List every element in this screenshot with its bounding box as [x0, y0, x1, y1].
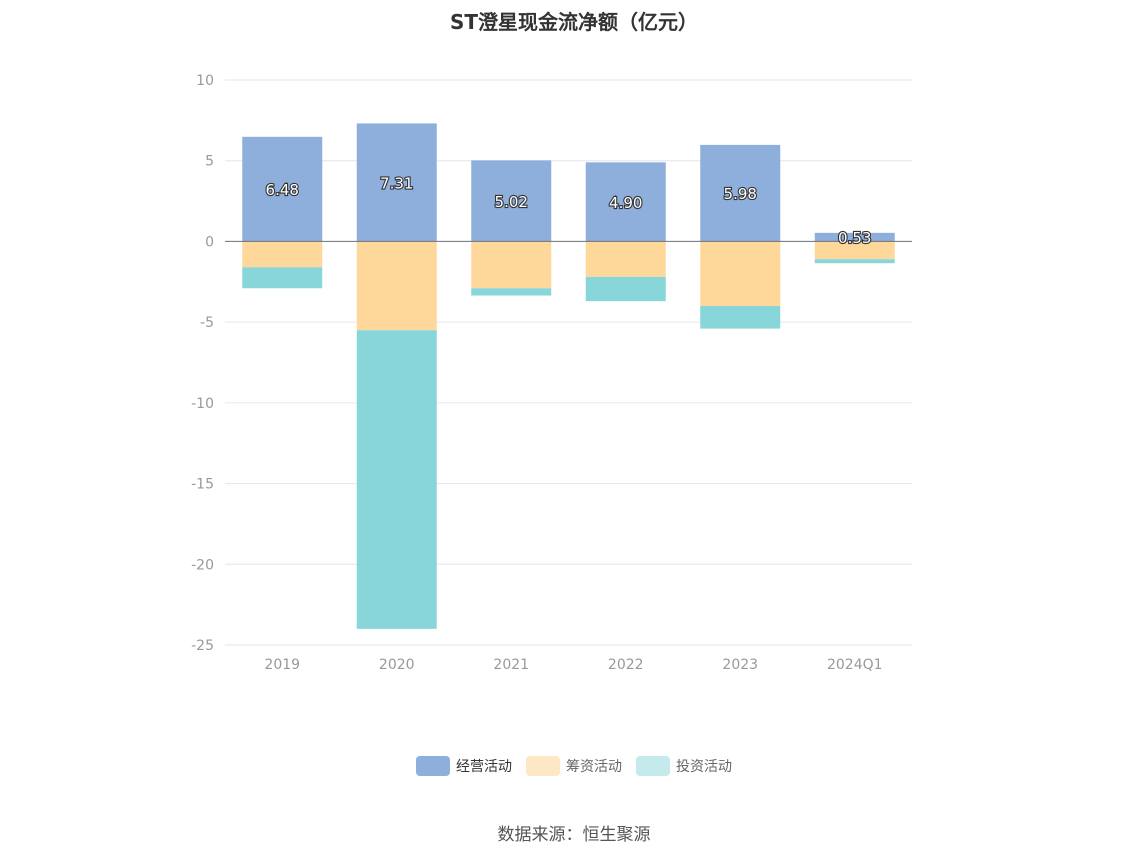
legend-item-investing[interactable]: 投资活动 [636, 756, 732, 776]
data-label: 7.31 [380, 174, 413, 192]
legend-item-financing[interactable]: 筹资活动 [526, 756, 622, 776]
y-tick-label: -5 [200, 315, 214, 331]
data-label: 5.02 [495, 193, 528, 211]
data-label: 5.98 [724, 185, 757, 203]
x-tick-label: 2021 [493, 657, 529, 673]
legend-item-operating[interactable]: 经营活动 [416, 756, 512, 776]
bar-segment-investing [242, 267, 322, 288]
bar-segment-financing [357, 241, 437, 330]
legend-label-operating: 经营活动 [456, 756, 512, 776]
x-tick-label: 2020 [379, 657, 415, 673]
x-tick-label: 2023 [722, 657, 758, 673]
bar-segment-investing [471, 288, 551, 295]
y-tick-label: 5 [205, 154, 214, 170]
legend-swatch-financing [526, 756, 560, 776]
data-label: 6.48 [266, 181, 299, 199]
y-tick-label: -15 [191, 477, 214, 493]
bar-segment-investing [700, 306, 780, 329]
bar-segment-financing [586, 241, 666, 277]
x-tick-label: 2024Q1 [827, 657, 883, 673]
legend-swatch-investing [636, 756, 670, 776]
y-tick-label: -25 [191, 638, 214, 654]
chart-svg: 10 5 0 -5 -10 -15 -20 -25 2019 2020 2021 2022 2023 20… [0, 0, 1148, 740]
y-tick-label: 0 [205, 234, 214, 250]
bar-segment-financing [242, 241, 322, 267]
legend-label-investing: 投资活动 [676, 756, 732, 776]
data-label: 4.90 [609, 194, 642, 212]
y-tick-label: -10 [191, 396, 214, 412]
chart-root: ST澄星现金流净额（亿元） 10 5 0 -5 -10 -15 -20 -25 2019 2020… [0, 0, 1148, 859]
legend-swatch-operating [416, 756, 450, 776]
x-tick-label: 2022 [608, 657, 644, 673]
y-tick-label: -20 [191, 557, 214, 573]
data-label: 0.53 [838, 229, 871, 247]
legend: 经营活动 筹资活动 投资活动 [0, 756, 1148, 776]
source-note: 数据来源：恒生聚源 [0, 820, 1148, 845]
legend-label-financing: 筹资活动 [566, 756, 622, 776]
bar-segment-financing [471, 241, 551, 288]
bar-segment-investing [815, 259, 895, 263]
x-tick-label: 2019 [264, 657, 300, 673]
bar-segment-investing [586, 277, 666, 301]
y-tick-label: 10 [196, 73, 214, 89]
bar-segment-financing [700, 241, 780, 306]
bar-segment-investing [357, 330, 437, 629]
